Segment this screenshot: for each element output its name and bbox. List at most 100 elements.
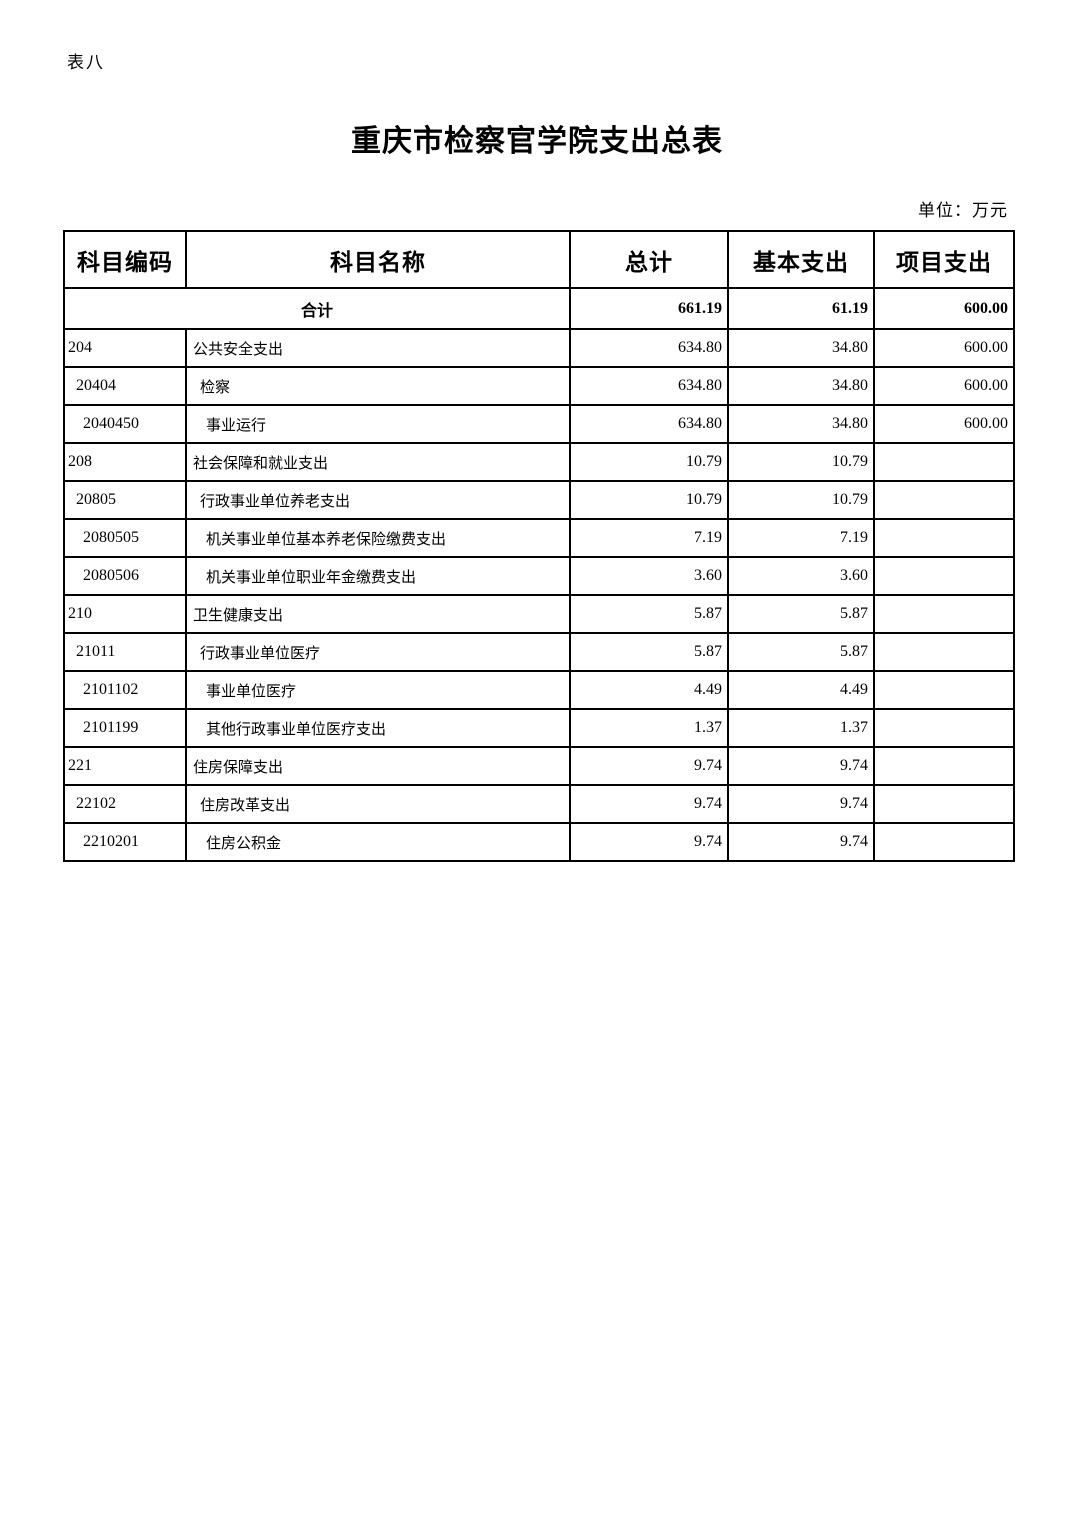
basic-expenditure-cell: 5.87 [727,632,875,672]
table-total-row: 合计 661.19 61.19 600.00 [63,287,1015,330]
table-row: 20404 检察 634.80 34.80 600.00 [63,366,1015,406]
subject-name-cell: 事业运行 [185,404,571,444]
project-expenditure-cell: 600.00 [873,328,1015,368]
basic-expenditure-cell: 9.74 [727,746,875,786]
subject-code-cell: 2101199 [63,708,187,748]
table-header-row: 科目编码 科目名称 总计 基本支出 项目支出 [63,230,1015,289]
project-expenditure-cell: 600.00 [873,366,1015,406]
subject-code-cell: 2080506 [63,556,187,596]
subject-code-cell: 2210201 [63,822,187,862]
header-subject-code: 科目编码 [63,230,187,289]
subject-name-cell: 机关事业单位职业年金缴费支出 [185,556,571,596]
basic-expenditure-cell: 1.37 [727,708,875,748]
header-project-expenditure: 项目支出 [873,230,1015,289]
subject-name-cell: 其他行政事业单位医疗支出 [185,708,571,748]
basic-expenditure-cell: 34.80 [727,328,875,368]
project-expenditure-cell [873,784,1015,824]
table-row: 21011 行政事业单位医疗 5.87 5.87 [63,632,1015,672]
subject-code-cell: 204 [63,328,187,368]
table-row: 2040450 事业运行 634.80 34.80 600.00 [63,404,1015,444]
header-basic-expenditure: 基本支出 [727,230,875,289]
subject-code-cell: 2080505 [63,518,187,558]
basic-expenditure-cell: 34.80 [727,366,875,406]
subject-name-cell: 事业单位医疗 [185,670,571,710]
total-label-cell: 合计 [63,287,571,330]
project-expenditure-cell [873,518,1015,558]
basic-expenditure-cell: 10.79 [727,480,875,520]
subject-code-cell: 2040450 [63,404,187,444]
subject-code-cell: 2101102 [63,670,187,710]
table-row: 2210201 住房公积金 9.74 9.74 [63,822,1015,862]
project-expenditure-cell: 600.00 [873,404,1015,444]
project-expenditure-cell [873,670,1015,710]
expenditure-table: 科目编码 科目名称 总计 基本支出 项目支出 合计 661.19 61.19 6… [63,230,1015,862]
subject-name-cell: 住房改革支出 [185,784,571,824]
total-value-cell: 10.79 [569,442,729,482]
total-value-cell: 5.87 [569,632,729,672]
subject-code-cell: 208 [63,442,187,482]
project-expenditure-cell [873,556,1015,596]
basic-expenditure-cell: 9.74 [727,784,875,824]
project-expenditure-cell [873,822,1015,862]
subject-name-cell: 住房保障支出 [185,746,571,786]
total-value-cell: 5.87 [569,594,729,634]
header-total: 总计 [569,230,729,289]
table-row: 2101102 事业单位医疗 4.49 4.49 [63,670,1015,710]
total-value-cell: 634.80 [569,328,729,368]
total-value-cell: 3.60 [569,556,729,596]
subject-code-cell: 22102 [63,784,187,824]
subject-name-cell: 社会保障和就业支出 [185,442,571,482]
table-row: 221 住房保障支出 9.74 9.74 [63,746,1015,786]
total-value-cell: 634.80 [569,366,729,406]
project-expenditure-cell [873,708,1015,748]
table-number-label: 表八 [67,53,105,72]
subject-name-cell: 公共安全支出 [185,328,571,368]
unit-label: 单位：万元 [918,201,1008,220]
subject-name-cell: 行政事业单位医疗 [185,632,571,672]
project-expenditure-cell [873,480,1015,520]
total-value-cell: 634.80 [569,404,729,444]
subject-code-cell: 20805 [63,480,187,520]
project-expenditure-cell [873,594,1015,634]
subject-name-cell: 卫生健康支出 [185,594,571,634]
subject-name-cell: 机关事业单位基本养老保险缴费支出 [185,518,571,558]
total-value-cell: 9.74 [569,746,729,786]
subject-code-cell: 21011 [63,632,187,672]
table-row: 208 社会保障和就业支出 10.79 10.79 [63,442,1015,482]
project-expenditure-cell [873,746,1015,786]
project-expenditure-cell [873,442,1015,482]
total-project-cell: 600.00 [873,287,1015,330]
table-row: 20805 行政事业单位养老支出 10.79 10.79 [63,480,1015,520]
table-row: 2080505 机关事业单位基本养老保险缴费支出 7.19 7.19 [63,518,1015,558]
basic-expenditure-cell: 34.80 [727,404,875,444]
table-row: 2101199 其他行政事业单位医疗支出 1.37 1.37 [63,708,1015,748]
basic-expenditure-cell: 9.74 [727,822,875,862]
basic-expenditure-cell: 10.79 [727,442,875,482]
subject-code-cell: 210 [63,594,187,634]
basic-expenditure-cell: 4.49 [727,670,875,710]
subject-name-cell: 检察 [185,366,571,406]
total-value-cell: 10.79 [569,480,729,520]
subject-name-cell: 行政事业单位养老支出 [185,480,571,520]
total-value-cell: 9.74 [569,822,729,862]
table-row: 204 公共安全支出 634.80 34.80 600.00 [63,328,1015,368]
subject-code-cell: 20404 [63,366,187,406]
basic-expenditure-cell: 5.87 [727,594,875,634]
basic-expenditure-cell: 7.19 [727,518,875,558]
total-value-cell: 9.74 [569,784,729,824]
subject-name-cell: 住房公积金 [185,822,571,862]
table-row: 2080506 机关事业单位职业年金缴费支出 3.60 3.60 [63,556,1015,596]
total-value-cell: 7.19 [569,518,729,558]
basic-expenditure-cell: 3.60 [727,556,875,596]
project-expenditure-cell [873,632,1015,672]
total-value-cell: 1.37 [569,708,729,748]
table-row: 210 卫生健康支出 5.87 5.87 [63,594,1015,634]
header-subject-name: 科目名称 [185,230,571,289]
total-sum-cell: 661.19 [569,287,729,330]
total-value-cell: 4.49 [569,670,729,710]
page-title: 重庆市检察官学院支出总表 [351,125,723,158]
subject-code-cell: 221 [63,746,187,786]
total-basic-cell: 61.19 [727,287,875,330]
table-row: 22102 住房改革支出 9.74 9.74 [63,784,1015,824]
